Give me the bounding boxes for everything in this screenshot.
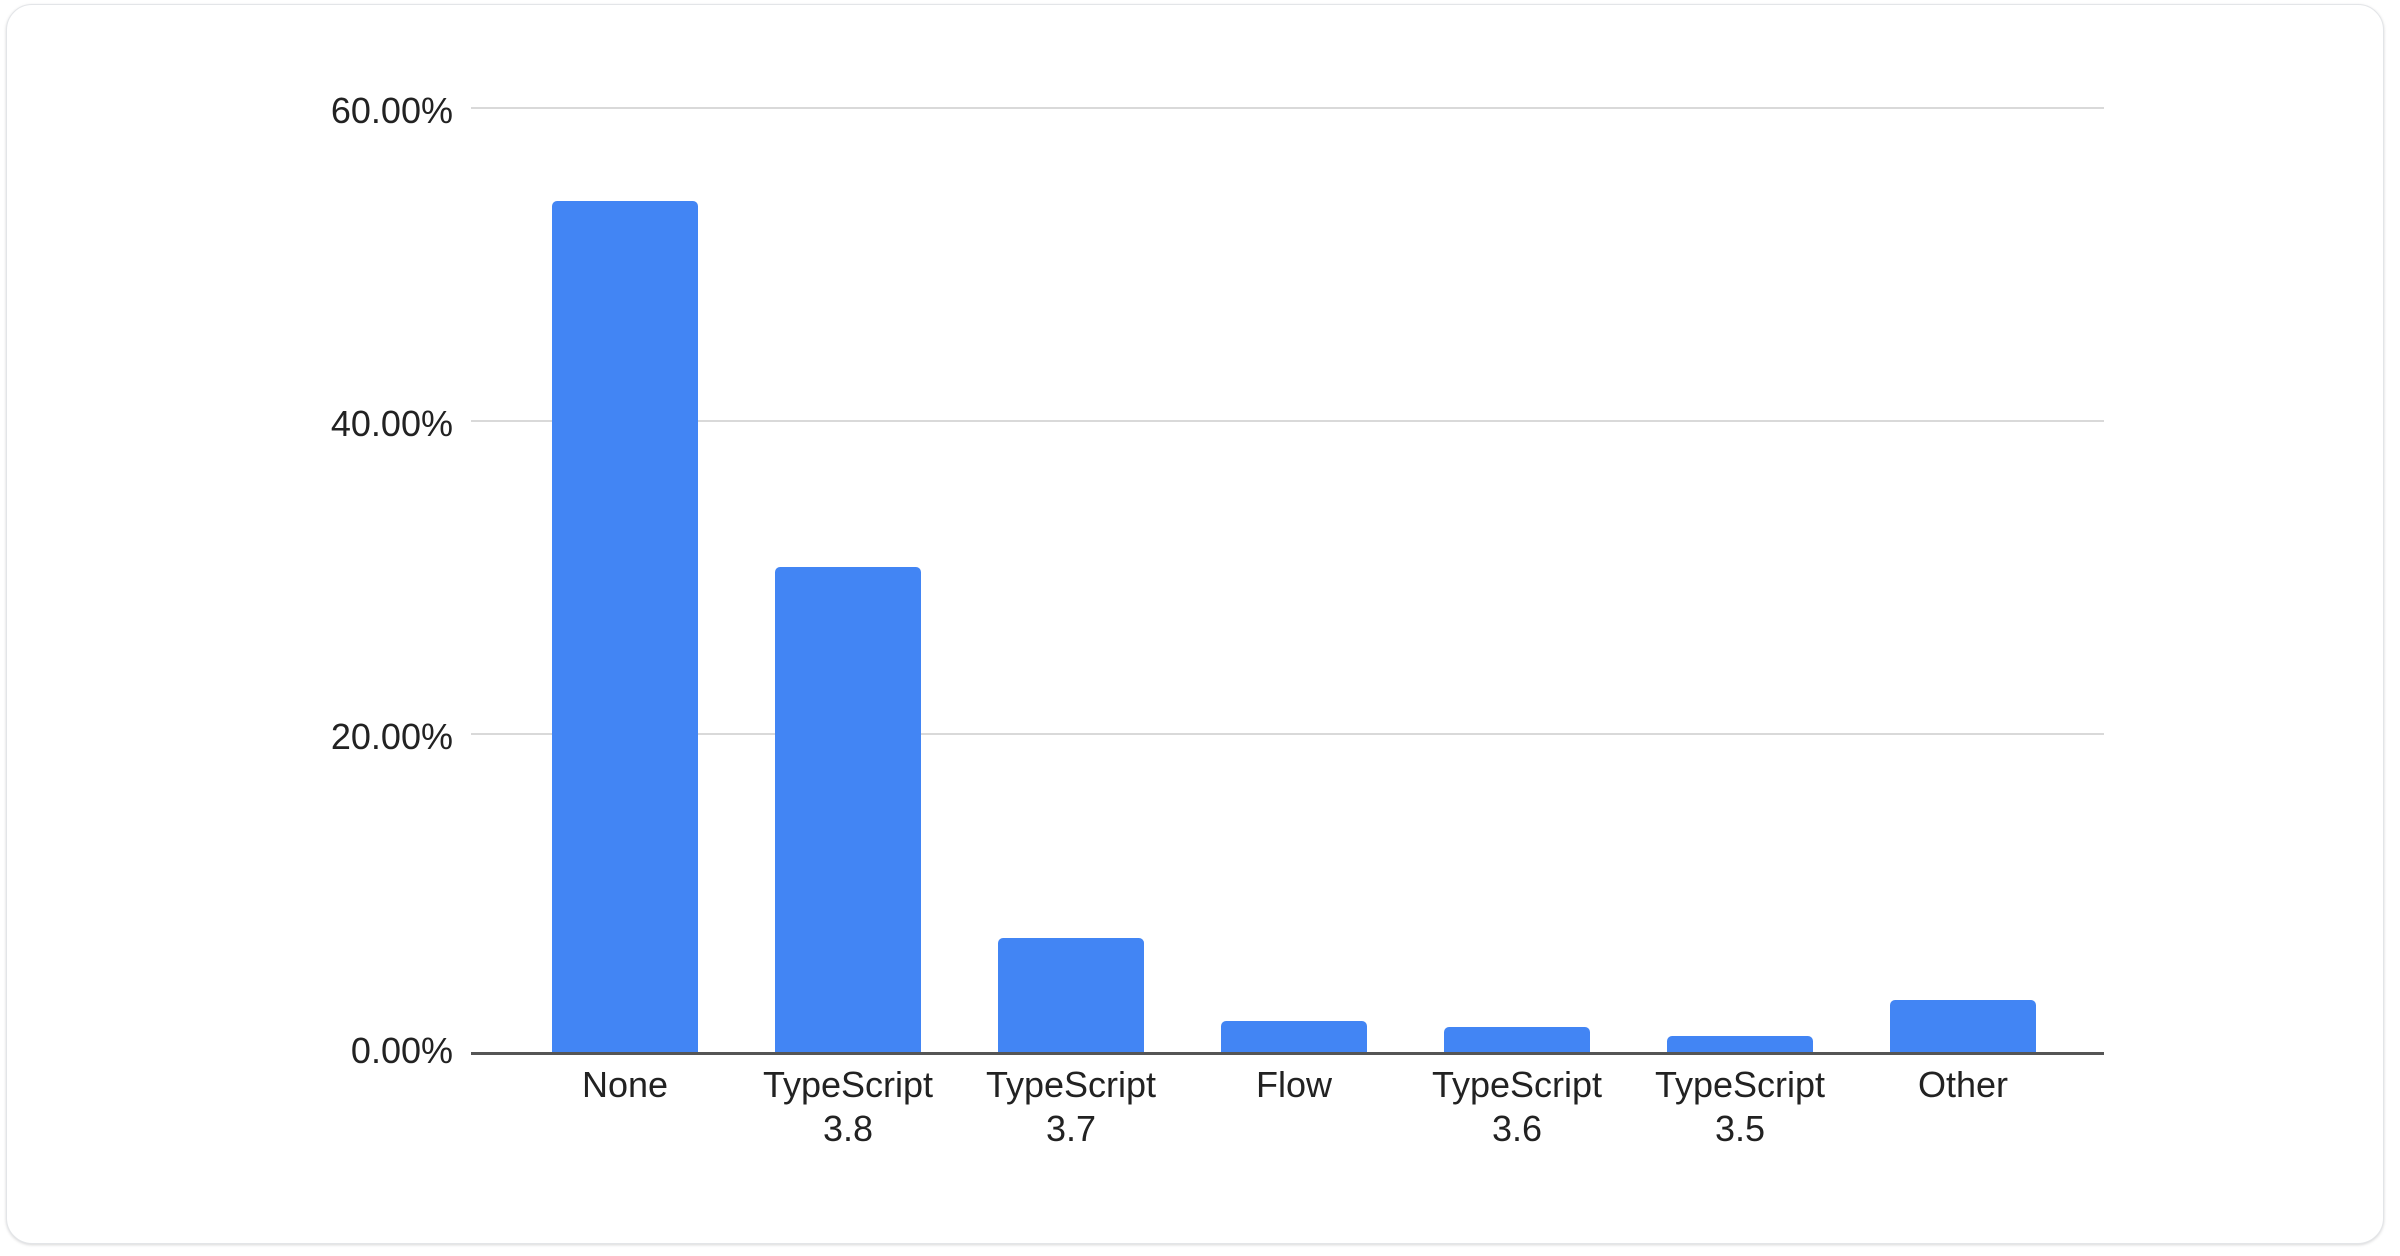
x-label-none: None [515,1063,735,1107]
x-label-typescript-3-7-line2: 3.7 [1045,1108,1097,1149]
x-label-typescript-3-6-line1: TypeScript [1431,1064,1603,1105]
x-label-typescript-3-5-line1: TypeScript [1654,1064,1826,1105]
bar-typescript-3-7[interactable] [998,938,1144,1052]
x-label-flow-line1: Flow [1255,1064,1332,1105]
bar-other[interactable] [1890,1000,2036,1052]
bar-typescript-3-6[interactable] [1444,1027,1590,1052]
chart-card: 60.00% 40.00% 20.00% 0.00% None [6,4,2384,1244]
x-label-typescript-3-8-line1: TypeScript [762,1064,934,1105]
bar-typescript-3-5[interactable] [1667,1036,1813,1052]
x-axis-line [471,1052,2104,1055]
x-label-typescript-3-7-line1: TypeScript [985,1064,1157,1105]
x-label-none-line1: None [581,1064,669,1105]
bar-flow[interactable] [1221,1021,1367,1052]
plot-area [471,5,2104,1243]
x-label-flow: Flow [1184,1063,1404,1107]
x-label-typescript-3-5: TypeScript 3.5 [1630,1063,1850,1151]
y-axis-tick-labels: 60.00% 40.00% 20.00% 0.00% [7,5,2383,1243]
x-label-typescript-3-6-line2: 3.6 [1491,1108,1543,1149]
x-label-typescript-3-8-line2: 3.8 [822,1108,874,1149]
gridline-20 [471,733,2104,735]
bar-typescript-3-8[interactable] [775,567,921,1052]
x-label-other: Other [1853,1063,2073,1107]
x-label-other-line1: Other [1917,1064,2009,1105]
x-label-typescript-3-8: TypeScript 3.8 [738,1063,958,1151]
y-tick-label-40: 40.00% [330,403,453,444]
y-tick-label-0: 0.00% [350,1030,453,1071]
x-label-typescript-3-6: TypeScript 3.6 [1407,1063,1627,1151]
bar-none[interactable] [552,201,698,1052]
y-tick-label-20: 20.00% [330,716,453,757]
y-tick-label-60: 60.00% [330,90,453,131]
gridline-60 [471,107,2104,109]
x-label-typescript-3-7: TypeScript 3.7 [961,1063,1181,1151]
x-axis-category-labels: None TypeScript 3.8 TypeScript 3.7 Flow … [471,1063,2104,1193]
gridline-40 [471,420,2104,422]
x-label-typescript-3-5-line2: 3.5 [1714,1108,1766,1149]
